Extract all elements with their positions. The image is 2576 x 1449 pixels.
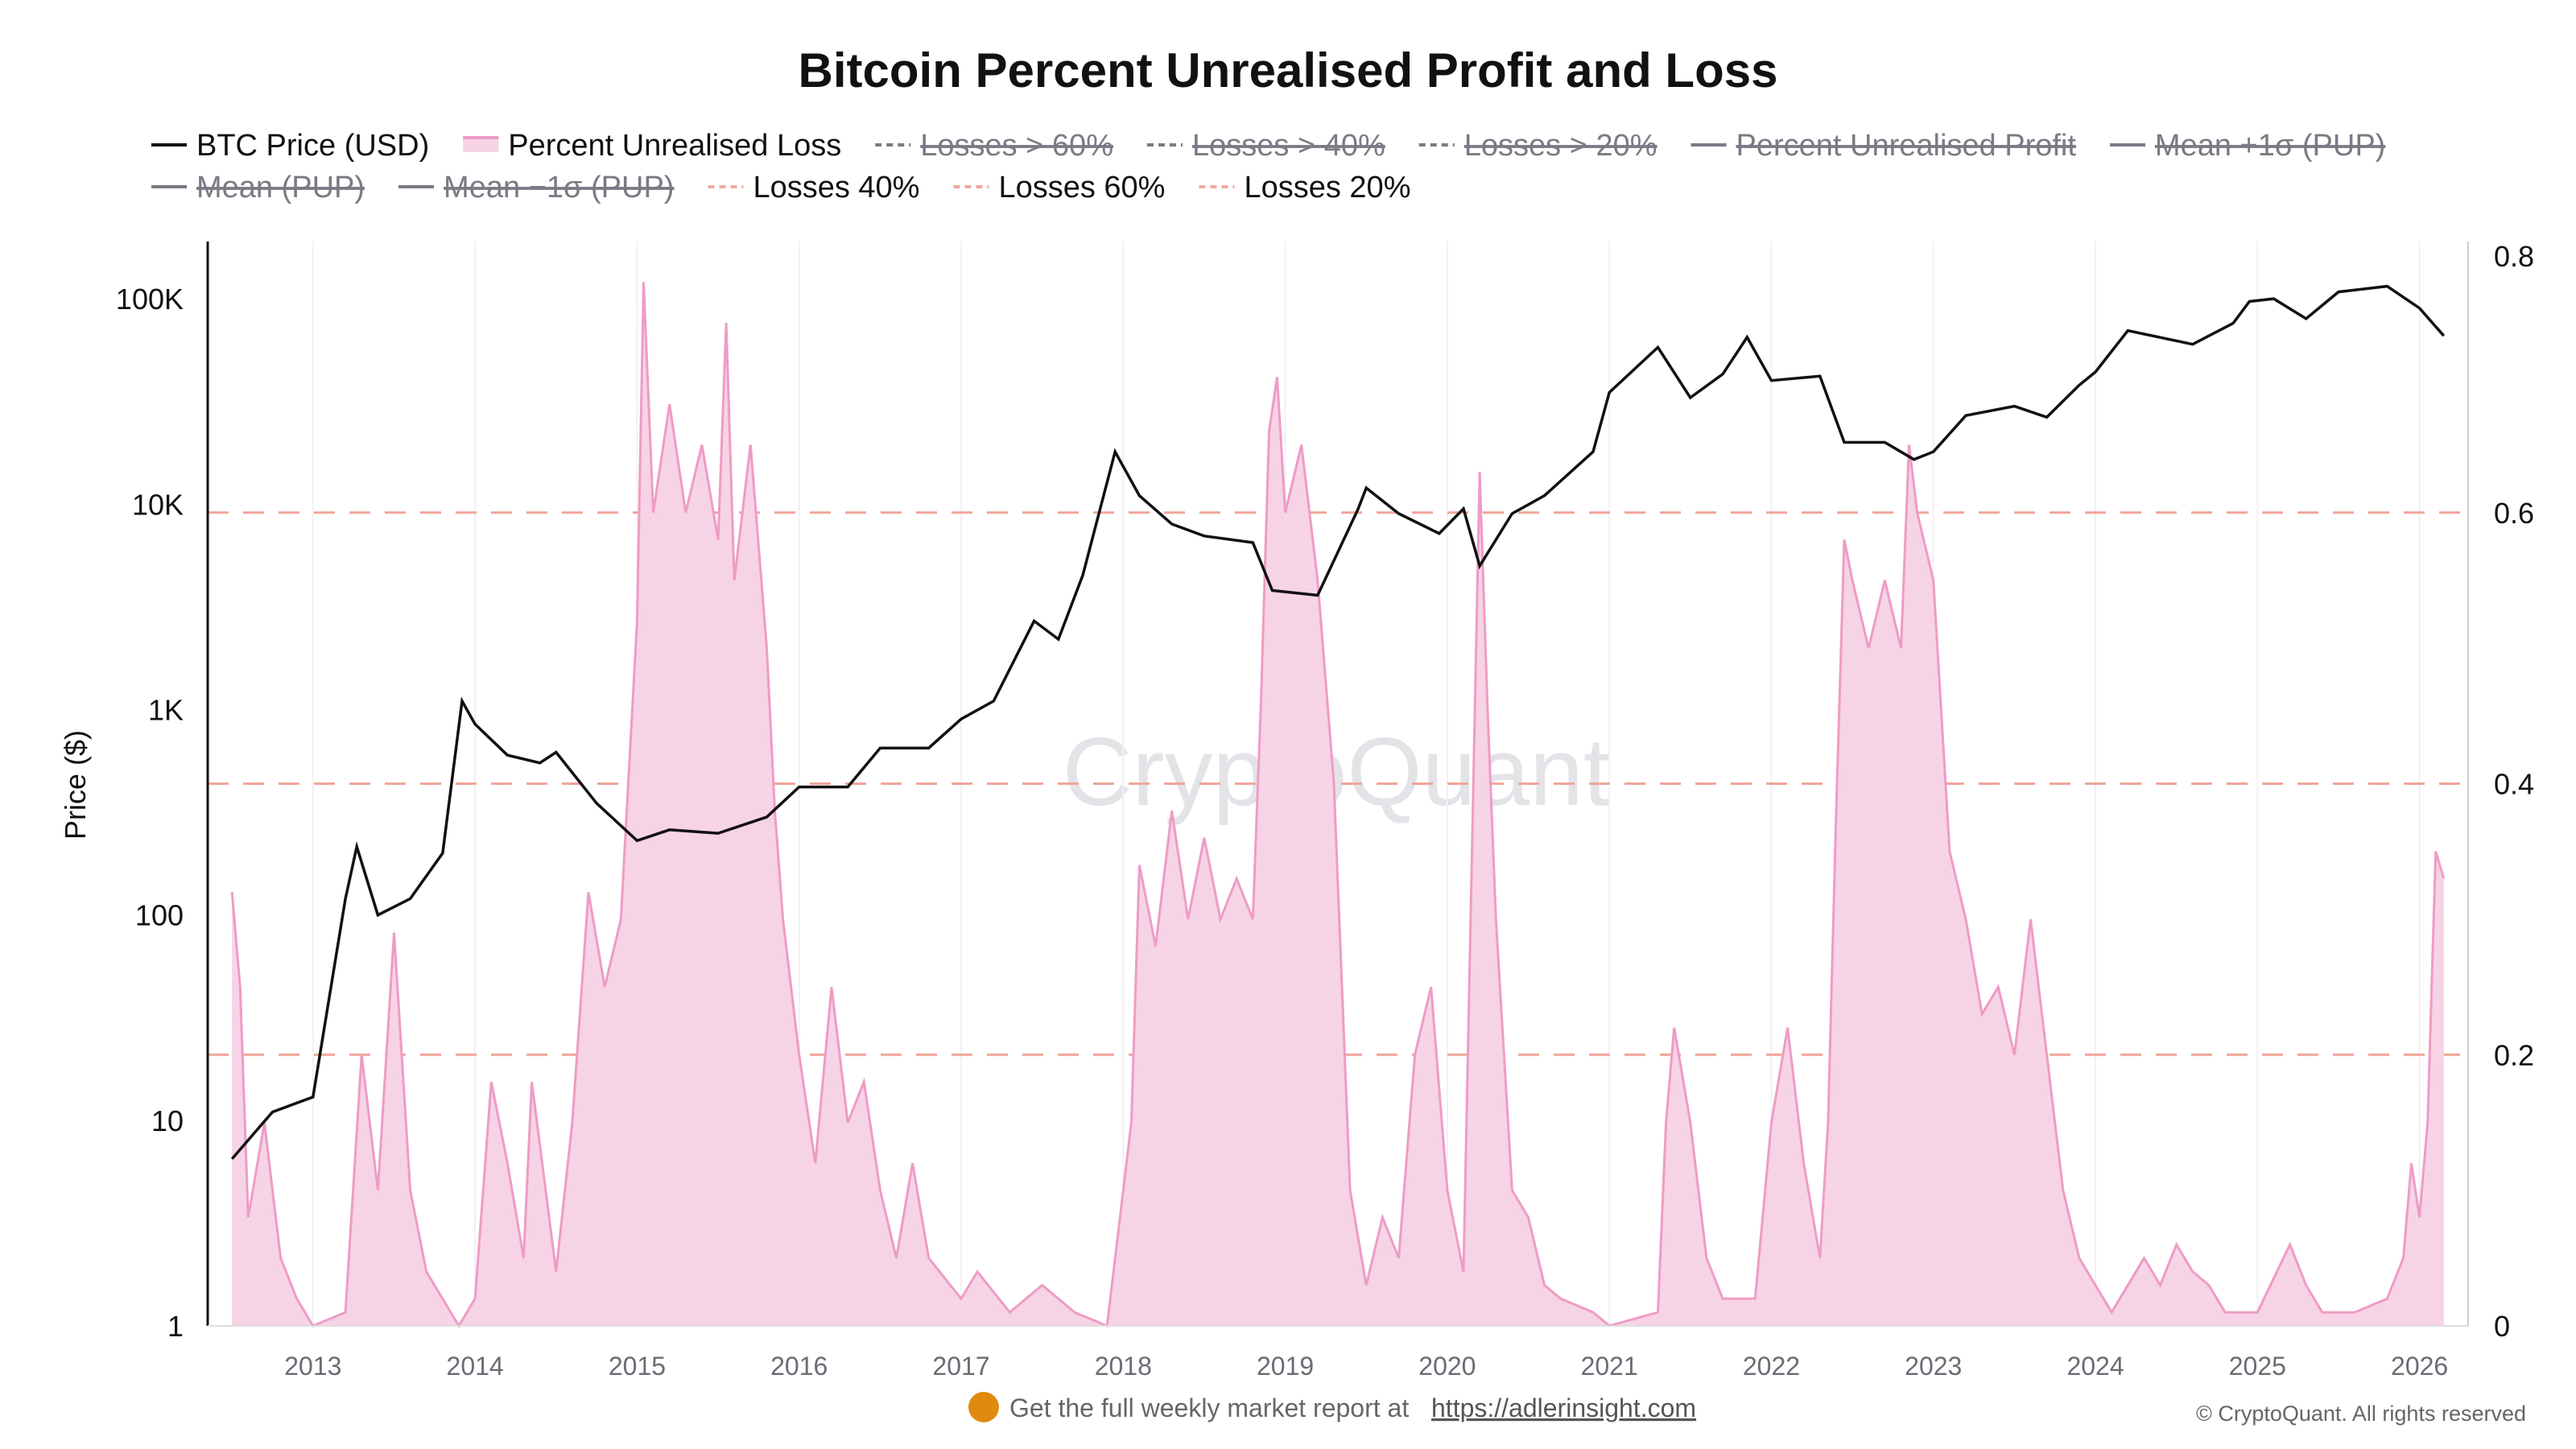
x-axis-ticks: 2013 2014 2015 2016 2017 2018 2019 2020 2021 2022… <box>284 1352 2448 1381</box>
chart-title: Bitcoin Percent Unrealised Profit and Lo… <box>799 43 1778 97</box>
legend-item[interactable]: Losses > 20% <box>1418 129 1657 163</box>
y-tick-label: 10 <box>151 1104 184 1137</box>
x-tick-label: 2014 <box>447 1352 504 1381</box>
legend-label: Losses 40% <box>753 171 919 204</box>
watermark: CryptoQuant <box>1063 718 1610 826</box>
y-tick-label: 100K <box>116 283 184 316</box>
x-tick-label: 2023 <box>1905 1352 1962 1381</box>
x-tick-label: 2024 <box>2066 1352 2124 1381</box>
y2-tick-label: 0 <box>2494 1310 2510 1343</box>
copyright: © CryptoQuant. All rights reserved <box>2196 1402 2526 1426</box>
legend-item[interactable]: BTC Price (USD) <box>151 129 429 163</box>
right-axis-ticks: 0 0.2 0.4 0.6 0.8 <box>2494 240 2534 1343</box>
y-tick-label: 100 <box>135 899 184 932</box>
legend-label: Losses > 40% <box>1192 129 1385 163</box>
legend-label: Losses 60% <box>998 171 1165 204</box>
legend-item[interactable]: Losses > 40% <box>1146 129 1385 163</box>
legend-item[interactable]: Percent Unrealised Profit <box>1690 129 2077 163</box>
legend-label: Losses > 60% <box>920 129 1113 163</box>
grid <box>312 242 2421 1326</box>
legend-item[interactable]: Mean +1σ (PUP) <box>2109 129 2385 163</box>
legend-label: Mean −1σ (PUP) <box>444 171 674 204</box>
left-axis-ticks: 1 10 100 1K 10K 100K <box>116 283 184 1343</box>
footer-promo-text: Get the full weekly market report at <box>1009 1393 1409 1422</box>
price-line <box>230 284 2446 1160</box>
x-tick-label: 2017 <box>932 1352 989 1381</box>
legend-label: Mean +1σ (PUP) <box>2155 129 2385 163</box>
legend-label: Percent Unrealised Loss <box>508 129 841 163</box>
x-tick-label: 2026 <box>2391 1352 2448 1381</box>
loss-line <box>230 282 2446 1328</box>
y-axis-label: Price ($) <box>59 730 92 840</box>
x-tick-label: 2022 <box>1743 1352 1800 1381</box>
legend-label: Losses 20% <box>1244 171 1410 204</box>
legend-item[interactable]: Percent Unrealised Loss <box>463 129 841 163</box>
y-tick-label: 1K <box>148 693 184 726</box>
legend-item[interactable]: Losses > 60% <box>875 129 1113 163</box>
footer-promo-link[interactable]: https://adlerinsight.com <box>1431 1393 1696 1422</box>
x-tick-label: 2025 <box>2229 1352 2286 1381</box>
legend-item[interactable]: Losses 20% <box>1199 171 1410 204</box>
x-tick-label: 2021 <box>1581 1352 1638 1381</box>
legend-label: Losses > 20% <box>1464 129 1657 163</box>
legend-item[interactable]: Mean −1σ (PUP) <box>398 171 674 204</box>
x-tick-label: 2020 <box>1418 1352 1476 1381</box>
legend: BTC Price (USD) Percent Unrealised Loss Lo… <box>151 129 2385 204</box>
y2-tick-label: 0.8 <box>2494 240 2534 273</box>
x-tick-label: 2013 <box>284 1352 341 1381</box>
threshold-lines <box>208 511 2468 1056</box>
legend-label: Mean (PUP) <box>196 171 365 204</box>
y2-tick-label: 0.2 <box>2494 1038 2534 1071</box>
legend-label: Percent Unrealised Profit <box>1736 129 2077 163</box>
loss-area <box>232 282 2444 1326</box>
y2-tick-label: 0.4 <box>2494 768 2534 801</box>
bitcoin-coin-icon <box>968 1392 999 1422</box>
legend-item[interactable]: Mean (PUP) <box>151 171 365 204</box>
x-tick-label: 2019 <box>1257 1352 1314 1381</box>
legend-item[interactable]: Losses 40% <box>708 171 919 204</box>
y2-tick-label: 0.6 <box>2494 497 2534 530</box>
x-tick-label: 2016 <box>770 1352 828 1381</box>
legend-label: BTC Price (USD) <box>196 129 429 163</box>
x-tick-label: 2015 <box>609 1352 666 1381</box>
x-tick-label: 2018 <box>1095 1352 1152 1381</box>
legend-swatch <box>463 136 499 152</box>
y-tick-label: 10K <box>132 488 184 521</box>
legend-item[interactable]: Losses 60% <box>953 171 1165 204</box>
y-tick-label: 1 <box>167 1310 184 1343</box>
